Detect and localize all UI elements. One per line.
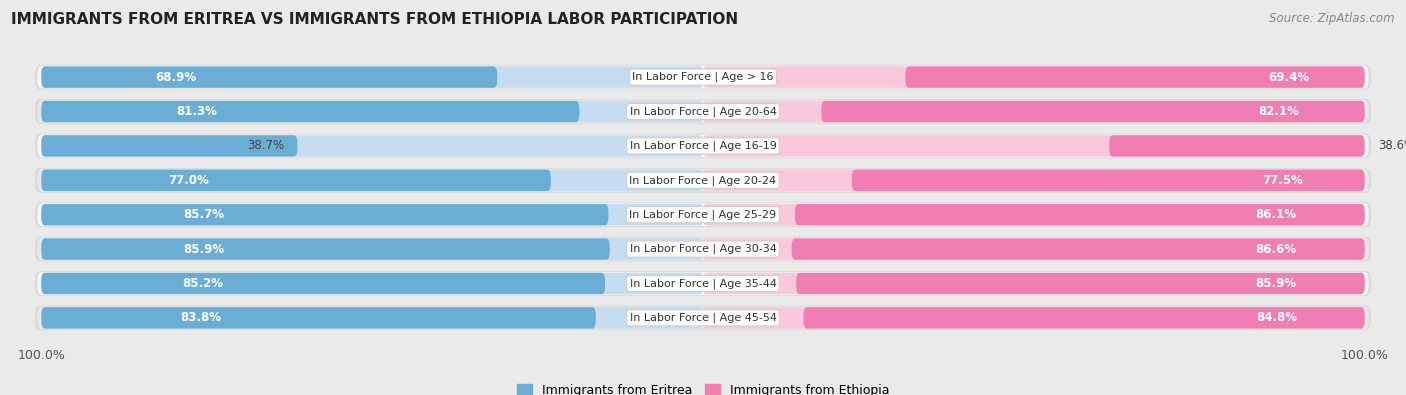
FancyBboxPatch shape [41,101,703,122]
Text: 83.8%: 83.8% [180,311,221,324]
FancyBboxPatch shape [703,66,1365,88]
FancyBboxPatch shape [41,273,605,294]
FancyBboxPatch shape [35,134,1371,158]
Text: 84.8%: 84.8% [1256,311,1298,324]
FancyBboxPatch shape [41,307,596,329]
Text: In Labor Force | Age 20-24: In Labor Force | Age 20-24 [630,175,776,186]
FancyBboxPatch shape [41,169,551,191]
FancyBboxPatch shape [794,204,1365,226]
FancyBboxPatch shape [35,271,1371,296]
FancyBboxPatch shape [703,135,1365,156]
FancyBboxPatch shape [703,307,1365,329]
Text: 69.4%: 69.4% [1268,71,1309,84]
FancyBboxPatch shape [703,169,1365,191]
FancyBboxPatch shape [38,238,1368,260]
FancyBboxPatch shape [41,169,703,191]
FancyBboxPatch shape [41,307,703,329]
FancyBboxPatch shape [804,307,1365,329]
Text: 85.9%: 85.9% [183,243,225,256]
FancyBboxPatch shape [821,101,1365,122]
FancyBboxPatch shape [35,202,1371,227]
Text: 81.3%: 81.3% [176,105,217,118]
FancyBboxPatch shape [796,273,1365,294]
FancyBboxPatch shape [35,65,1371,90]
FancyBboxPatch shape [703,273,1365,294]
FancyBboxPatch shape [38,272,1368,295]
FancyBboxPatch shape [41,239,610,260]
FancyBboxPatch shape [41,239,703,260]
Text: 38.7%: 38.7% [247,139,284,152]
FancyBboxPatch shape [38,203,1368,226]
Text: In Labor Force | Age 16-19: In Labor Force | Age 16-19 [630,141,776,151]
FancyBboxPatch shape [38,100,1368,123]
FancyBboxPatch shape [852,169,1365,191]
Text: In Labor Force | Age 35-44: In Labor Force | Age 35-44 [630,278,776,289]
Legend: Immigrants from Eritrea, Immigrants from Ethiopia: Immigrants from Eritrea, Immigrants from… [512,379,894,395]
FancyBboxPatch shape [35,237,1371,261]
Text: In Labor Force | Age 25-29: In Labor Force | Age 25-29 [630,209,776,220]
FancyBboxPatch shape [1109,135,1365,156]
FancyBboxPatch shape [35,168,1371,193]
Text: 86.6%: 86.6% [1254,243,1296,256]
Text: 38.6%: 38.6% [1378,139,1406,152]
FancyBboxPatch shape [703,239,1365,260]
Text: In Labor Force | Age 30-34: In Labor Force | Age 30-34 [630,244,776,254]
FancyBboxPatch shape [41,135,298,156]
FancyBboxPatch shape [35,99,1371,124]
FancyBboxPatch shape [41,273,703,294]
Text: 77.0%: 77.0% [169,174,209,187]
FancyBboxPatch shape [792,239,1365,260]
Text: Source: ZipAtlas.com: Source: ZipAtlas.com [1270,12,1395,25]
Text: 77.5%: 77.5% [1263,174,1303,187]
Text: 85.2%: 85.2% [183,277,224,290]
FancyBboxPatch shape [38,307,1368,329]
Text: In Labor Force | Age 20-64: In Labor Force | Age 20-64 [630,106,776,117]
FancyBboxPatch shape [905,66,1365,88]
Text: In Labor Force | Age 45-54: In Labor Force | Age 45-54 [630,312,776,323]
FancyBboxPatch shape [41,101,579,122]
FancyBboxPatch shape [703,101,1365,122]
FancyBboxPatch shape [41,66,498,88]
FancyBboxPatch shape [38,135,1368,157]
Text: IMMIGRANTS FROM ERITREA VS IMMIGRANTS FROM ETHIOPIA LABOR PARTICIPATION: IMMIGRANTS FROM ERITREA VS IMMIGRANTS FR… [11,12,738,27]
Text: 82.1%: 82.1% [1258,105,1299,118]
FancyBboxPatch shape [38,66,1368,88]
FancyBboxPatch shape [703,204,1365,226]
FancyBboxPatch shape [41,66,703,88]
FancyBboxPatch shape [41,135,703,156]
FancyBboxPatch shape [41,204,609,226]
FancyBboxPatch shape [41,204,703,226]
Text: 86.1%: 86.1% [1256,208,1296,221]
Text: 68.9%: 68.9% [155,71,197,84]
Text: 85.7%: 85.7% [183,208,224,221]
FancyBboxPatch shape [35,305,1371,330]
Text: In Labor Force | Age > 16: In Labor Force | Age > 16 [633,72,773,83]
Text: 85.9%: 85.9% [1256,277,1296,290]
FancyBboxPatch shape [38,169,1368,192]
